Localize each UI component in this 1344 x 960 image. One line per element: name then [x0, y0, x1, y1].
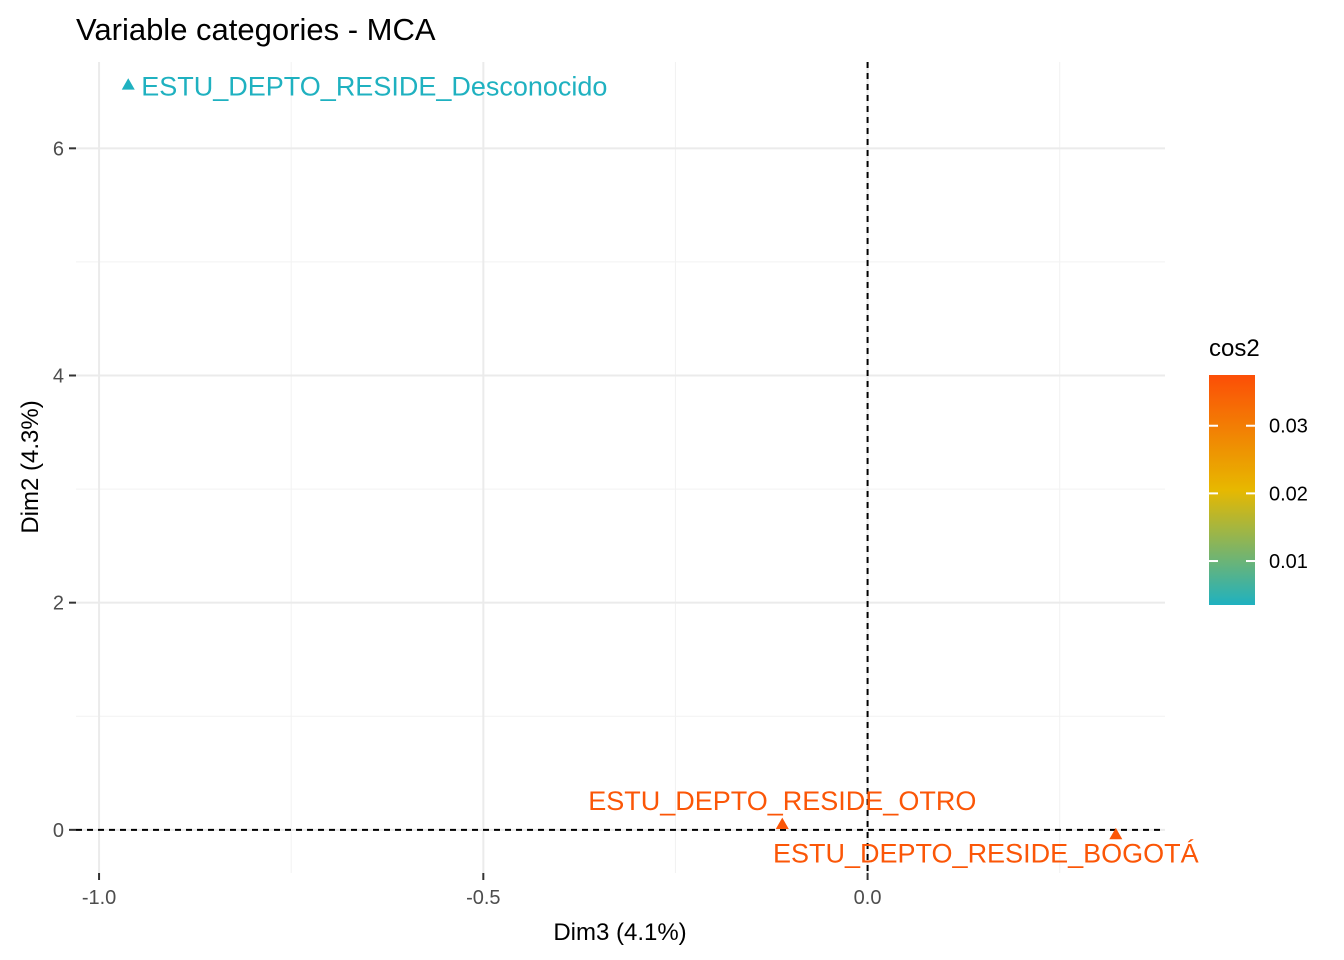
- legend-tick-label: 0.01: [1269, 551, 1308, 573]
- x-tick-label: -1.0: [82, 887, 116, 909]
- x-tick-label: 0.0: [854, 887, 882, 909]
- chart-title: Variable categories - MCA: [76, 12, 436, 47]
- legend-tick-label: 0.03: [1269, 416, 1308, 438]
- y-tick-label: 4: [53, 365, 64, 387]
- point-marker: [775, 817, 789, 830]
- x-tick-label: -0.5: [466, 887, 500, 909]
- y-tick-label: 0: [53, 820, 64, 842]
- axis-ticks: -1.0 -0.5 0.0 0 2 4 6: [53, 138, 882, 909]
- y-axis-title: Dim2 (4.3%): [17, 400, 44, 533]
- legend-tick-label: 0.02: [1269, 483, 1308, 505]
- point-marker: [121, 78, 135, 90]
- y-tick-label: 2: [53, 593, 64, 615]
- legend-colorbar: [1209, 375, 1255, 605]
- grid-lines: [76, 62, 1165, 873]
- point-label: ESTU_DEPTO_RESIDE_OTRO: [588, 786, 976, 816]
- x-axis-title: Dim3 (4.1%): [553, 919, 686, 946]
- point-label: ESTU_DEPTO_RESIDE_BOGOTÁ: [773, 838, 1199, 868]
- data-points: ESTU_DEPTO_RESIDE_Desconocido ESTU_DEPTO_…: [121, 72, 1199, 868]
- legend-title: cos2: [1209, 335, 1260, 362]
- point-label: ESTU_DEPTO_RESIDE_Desconocido: [141, 72, 607, 102]
- point-marker: [1109, 827, 1123, 840]
- cos2-legend: cos2 0.01 0.02 0.03: [1209, 335, 1308, 605]
- reference-lines: [76, 62, 1165, 873]
- y-tick-label: 6: [53, 138, 64, 160]
